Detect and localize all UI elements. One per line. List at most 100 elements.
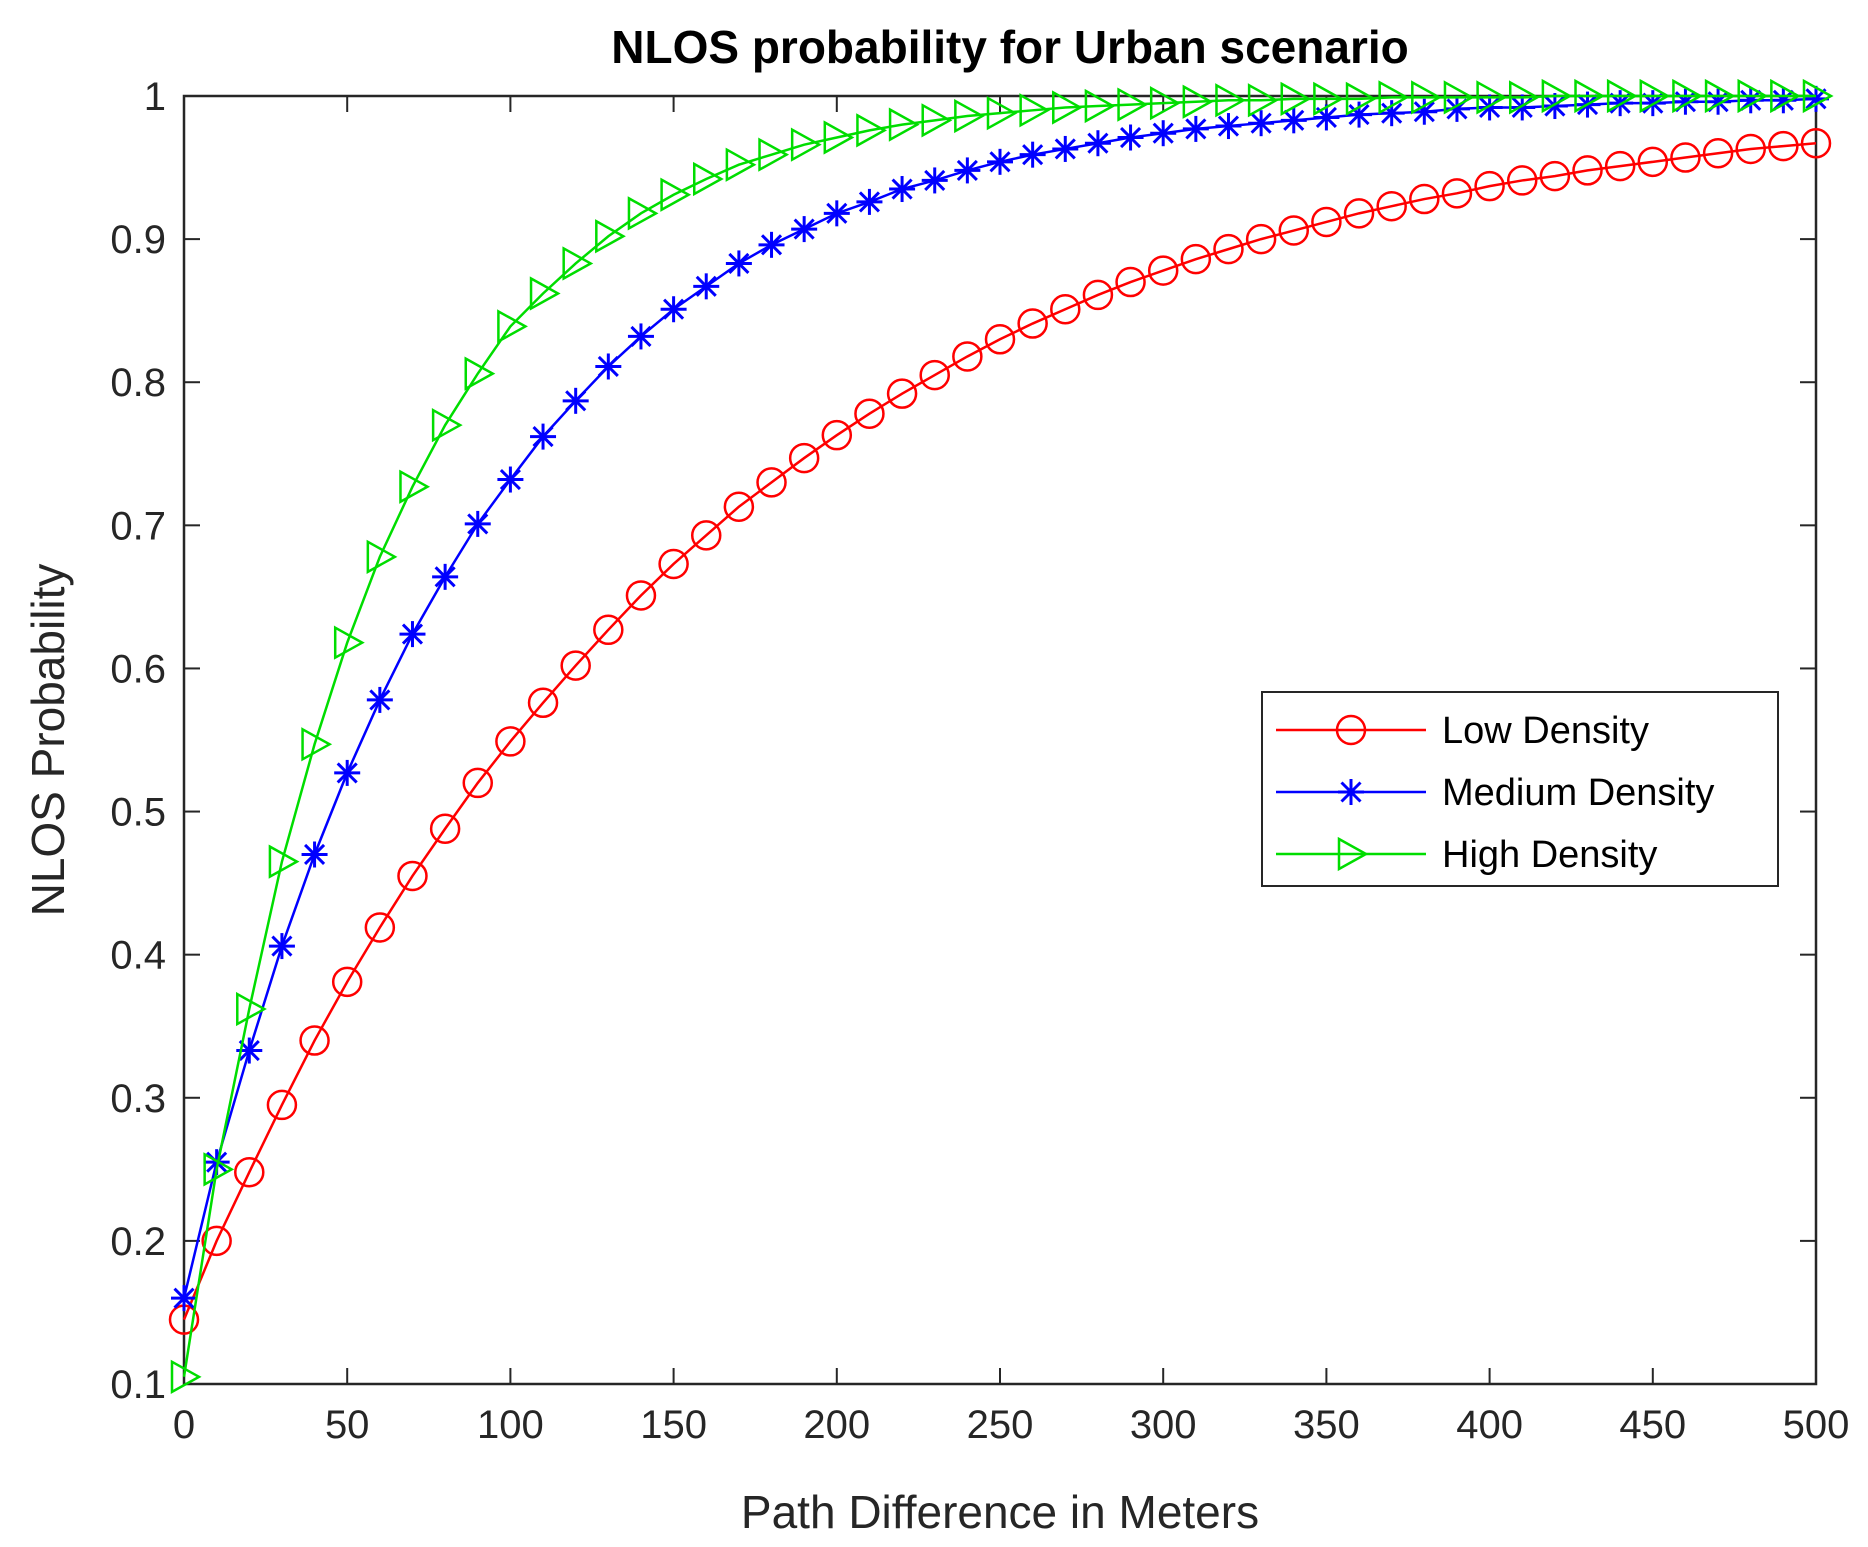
legend-label: Medium Density (1442, 772, 1714, 814)
data-point (1019, 141, 1046, 168)
data-point (1150, 120, 1177, 147)
data-point (1411, 98, 1438, 125)
data-point (1050, 293, 1081, 325)
data-point (1378, 100, 1405, 127)
data-point (758, 231, 785, 258)
data-point (1280, 81, 1312, 116)
series-high-density (170, 78, 1834, 1394)
data-point (366, 686, 393, 713)
data-point (1702, 137, 1734, 169)
data-point (986, 96, 1018, 131)
legend-marker (1335, 714, 1367, 746)
data-point (1343, 198, 1375, 229)
data-point (462, 767, 494, 799)
data-point (723, 491, 755, 522)
data-point (1604, 150, 1636, 182)
data-point (886, 378, 918, 409)
legend-item-low-density[interactable]: Low Density (1276, 710, 1649, 752)
data-point (1117, 124, 1144, 151)
data-point (1180, 243, 1212, 275)
data-point (203, 1152, 235, 1187)
data-point (397, 860, 428, 892)
data-point (1574, 78, 1606, 114)
y-axis-label: NLOS Probability (22, 564, 74, 917)
data-point (823, 200, 850, 227)
y-tick-label: 0.8 (110, 361, 166, 405)
data-point (1506, 165, 1538, 196)
series-low-density (168, 127, 1832, 1335)
x-tick-label: 300 (1130, 1403, 1197, 1447)
data-point (268, 844, 300, 879)
data-point (333, 625, 365, 660)
legend-label: Low Density (1442, 710, 1649, 752)
data-point (758, 137, 790, 172)
data-point (595, 353, 622, 380)
data-point (301, 727, 333, 762)
x-tick-label: 150 (640, 1403, 707, 1447)
y-tick-label: 0.4 (110, 934, 166, 978)
data-point (658, 548, 689, 580)
legend-marker (1337, 836, 1369, 872)
data-point (399, 469, 431, 504)
data-point (464, 356, 496, 391)
data-point (921, 103, 953, 138)
data-point (1247, 83, 1279, 118)
y-tick-label: 0.5 (110, 791, 166, 835)
x-tick-label: 500 (1783, 1403, 1850, 1447)
data-point (660, 296, 687, 323)
data-point (364, 912, 396, 943)
data-point (987, 148, 1013, 175)
chart-title: NLOS probability for Urban scenario (611, 21, 1408, 73)
data-point (627, 323, 654, 350)
legend-item-medium-density[interactable]: Medium Density (1276, 772, 1714, 814)
data-point (1737, 87, 1764, 114)
data-point (1637, 146, 1669, 178)
x-tick-label: 350 (1293, 1403, 1360, 1447)
data-point (595, 219, 626, 254)
series-medium-density (171, 85, 1829, 1312)
data-point (1346, 101, 1373, 128)
legend-marker (1338, 779, 1364, 805)
data-point (954, 98, 985, 134)
data-point (1572, 155, 1603, 186)
data-point (756, 467, 787, 498)
data-point (1084, 130, 1111, 157)
data-point (562, 387, 589, 414)
data-point (888, 107, 920, 142)
data-point (432, 563, 459, 590)
data-point (527, 687, 559, 719)
x-tick-label: 400 (1456, 1403, 1523, 1447)
x-tick-label: 100 (477, 1403, 544, 1447)
data-point (1770, 78, 1801, 114)
data-point (984, 324, 1016, 355)
data-point (560, 650, 591, 681)
data-point (530, 423, 557, 450)
data-point (299, 1025, 330, 1056)
data-point (1639, 78, 1671, 114)
data-point (429, 813, 461, 844)
data-point (331, 966, 363, 998)
y-tick-label: 0.1 (110, 1363, 166, 1407)
data-point (1280, 107, 1307, 134)
data-point (693, 273, 720, 300)
y-tick-label: 0.2 (110, 1220, 166, 1264)
data-point (464, 510, 491, 537)
data-point (170, 1359, 202, 1394)
legend[interactable]: Low Density Medium Density High Density (1261, 691, 1779, 887)
data-point (1378, 80, 1410, 115)
data-point (1441, 178, 1473, 209)
data-point (1735, 133, 1766, 165)
data-point (821, 419, 853, 451)
data-point (497, 466, 524, 493)
series-line (182, 141, 1817, 1321)
data-point (1539, 160, 1571, 192)
legend-item-high-density[interactable]: High Density (1276, 834, 1657, 876)
data-point (1182, 84, 1214, 119)
x-tick-labels: 0 50 100 150 200 250 300 350 400 450 500 (173, 1403, 1850, 1447)
data-point (952, 341, 983, 372)
data-point (1606, 78, 1638, 114)
data-point (1704, 78, 1736, 114)
data-point (1800, 127, 1832, 159)
